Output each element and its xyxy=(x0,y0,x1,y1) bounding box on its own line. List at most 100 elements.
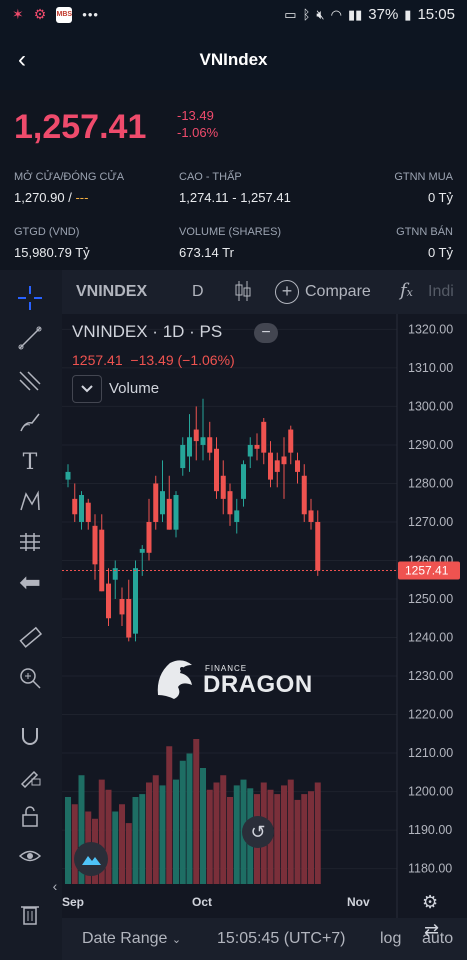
volume-bar xyxy=(274,794,281,884)
candle-body xyxy=(112,568,118,580)
add-compare-icon[interactable]: + xyxy=(275,280,299,304)
expand-volume-button[interactable] xyxy=(72,375,102,403)
y-tick-label: 1200.00 xyxy=(408,785,453,799)
star-icon: ✶ xyxy=(12,6,24,22)
gtnn-mua-label: GTNN MUA xyxy=(394,171,453,183)
x-tick-label: Sep xyxy=(62,895,84,909)
gtnn-mua-value: 0 Tỷ xyxy=(427,190,453,205)
y-tick-label: 1210.00 xyxy=(408,746,453,760)
candle-body xyxy=(193,429,199,442)
volume-bar xyxy=(125,823,132,884)
indicators-button[interactable]: Indi xyxy=(428,283,454,300)
reset-chart-icon[interactable]: ↺ xyxy=(242,816,274,848)
candle-style-icon[interactable] xyxy=(234,280,252,307)
quote-panel: 1,257.41 -13.49 -1.06% MỞ CỬA/ĐÓNG CỬA 1… xyxy=(0,90,467,270)
magnet-icon[interactable] xyxy=(14,720,46,752)
hide-legend-button[interactable]: − xyxy=(254,323,278,343)
log-scale-toggle[interactable]: log xyxy=(380,930,402,947)
candle-body xyxy=(153,483,159,522)
swap-arrows-icon[interactable]: ⇄ xyxy=(424,920,440,940)
y-tick-label: 1320.00 xyxy=(408,322,453,336)
trend-line-icon[interactable] xyxy=(14,322,46,354)
volume-bar xyxy=(301,794,308,884)
compare-button[interactable]: Compare xyxy=(305,283,371,300)
candle-body xyxy=(301,475,307,515)
volume-bar xyxy=(281,785,287,884)
last-price-axis-label: 1257.41 xyxy=(405,563,449,577)
y-tick-label: 1310.00 xyxy=(408,361,453,375)
chevron-down-icon: ⌄ xyxy=(171,934,182,946)
eye-icon[interactable] xyxy=(14,840,46,872)
high-low-value: 1,274.11 - 1,257.41 xyxy=(179,190,291,205)
volume-bar xyxy=(220,775,227,884)
volume-legend-label: Volume xyxy=(109,380,160,397)
collapse-toolbar-icon[interactable]: ‹ xyxy=(52,878,58,894)
auto-scale-toggle[interactable]: auto xyxy=(422,930,454,947)
gtgd-value: 15,980.79 Tỷ xyxy=(14,245,90,260)
candle-body xyxy=(268,452,273,480)
candle-body xyxy=(241,464,246,499)
y-tick-label: 1180.00 xyxy=(408,862,452,876)
ruler-icon[interactable] xyxy=(14,622,46,654)
gtnn-ban-value: 0 Tỷ xyxy=(427,245,453,260)
volume-value: 673.14 Tr xyxy=(179,245,234,260)
volume-bar xyxy=(213,782,220,884)
text-tool-icon[interactable]: T xyxy=(22,449,38,475)
wifi-icon: ◠ xyxy=(330,6,342,22)
interval-selector[interactable]: D xyxy=(192,283,204,300)
gtnn-ban-label: GTNN BÁN xyxy=(396,226,453,238)
volume-bar xyxy=(71,804,78,884)
fib-tool-icon[interactable] xyxy=(14,364,46,396)
zoom-in-icon[interactable] xyxy=(14,662,46,694)
candle-body xyxy=(187,437,192,457)
timezone-clock[interactable]: 15:05:45 (UTC+7) xyxy=(217,930,346,947)
volume-bar xyxy=(294,799,301,884)
trash-icon[interactable] xyxy=(14,898,46,930)
date-range-button[interactable]: Date Range ⌄ xyxy=(82,930,182,947)
volume-bar xyxy=(139,794,146,884)
volume-bar xyxy=(65,797,71,884)
volume-bar xyxy=(173,779,179,884)
page-title: VNIndex xyxy=(199,50,268,69)
y-tick-label: 1190.00 xyxy=(408,823,452,837)
candle-body xyxy=(308,510,314,522)
y-tick-label: 1290.00 xyxy=(408,438,453,452)
chart-legend-title: VNINDEX · 1D · PS xyxy=(72,322,223,341)
prediction-tool-icon[interactable] xyxy=(14,526,46,558)
volume-bar xyxy=(179,760,186,884)
candle-body xyxy=(139,548,145,553)
candle-body xyxy=(234,510,240,522)
volume-bar xyxy=(193,739,200,884)
candle-body xyxy=(133,568,138,634)
arrow-left-icon[interactable]: ⬅ xyxy=(19,566,41,597)
volume-bar xyxy=(287,779,294,884)
settings-cog-icon: ⚙ xyxy=(33,6,47,22)
app-header: ‹ VNIndex xyxy=(0,30,467,90)
indicators-icon[interactable]: fx xyxy=(400,280,413,301)
symbol-search[interactable]: VNINDEX xyxy=(76,283,148,300)
unlock-icon[interactable] xyxy=(14,800,46,832)
chart-settings-gear-icon[interactable]: ⚙ xyxy=(422,892,439,912)
chart-bottom-bar: Date Range ⌄ 15:05:45 (UTC+7) log auto ⇄ xyxy=(62,918,467,960)
volume-bar xyxy=(98,779,105,884)
pattern-tool-icon[interactable] xyxy=(14,486,46,518)
cloud-mountain-icon[interactable] xyxy=(74,842,108,876)
battery-percent: 37% xyxy=(368,6,399,23)
crosshair-icon[interactable] xyxy=(14,282,46,314)
back-arrow-icon[interactable]: ‹ xyxy=(18,46,26,73)
x-tick-label: Nov xyxy=(347,895,370,909)
candle-body xyxy=(207,437,213,453)
watermark-small: FINANCE xyxy=(205,664,248,673)
candle-body xyxy=(106,583,111,619)
clock: 15:05 xyxy=(417,6,455,23)
lock-drawing-icon[interactable] xyxy=(14,760,46,792)
brush-icon[interactable] xyxy=(14,406,46,438)
candle-body xyxy=(146,521,152,553)
open-close-label: MỞ CỬA/ĐÓNG CỬA xyxy=(14,171,125,183)
volume-bar xyxy=(105,789,112,884)
candle-body xyxy=(92,525,98,565)
app-badge-icon: MBS xyxy=(56,6,73,23)
price-change: -13.49 xyxy=(177,108,214,123)
candle-body xyxy=(254,444,260,449)
candle-body xyxy=(85,502,91,522)
